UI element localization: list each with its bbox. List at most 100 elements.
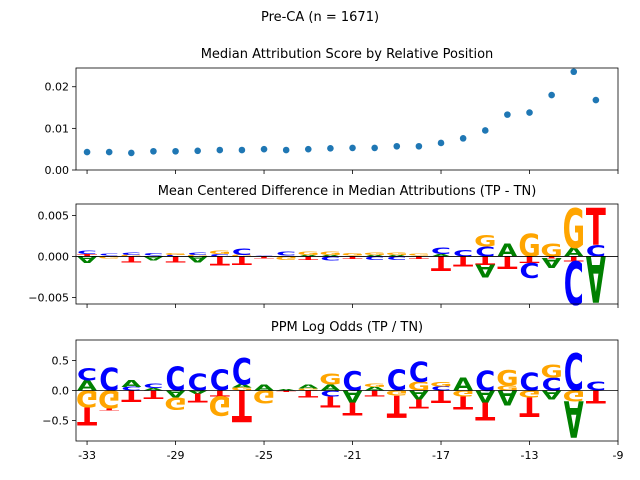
svg-text:A: A xyxy=(365,386,386,392)
svg-text:G: G xyxy=(363,252,385,256)
data-point xyxy=(548,91,555,99)
data-point xyxy=(260,145,268,153)
svg-text:A: A xyxy=(542,387,562,402)
svg-text:T: T xyxy=(298,388,318,399)
logo-letter-C: C xyxy=(188,252,208,256)
svg-text:A: A xyxy=(497,240,518,261)
logo-letter-T: T xyxy=(276,390,297,392)
y-tick-label: −0.5 xyxy=(42,415,69,428)
logo-letter-G: G xyxy=(76,385,98,412)
logo-letter-G: G xyxy=(408,379,430,394)
svg-text:G: G xyxy=(297,388,319,391)
logo-letter-C: C xyxy=(166,254,186,257)
logo-letter-C: C xyxy=(254,255,274,256)
logo-letter-T: T xyxy=(210,388,230,398)
logo-letter-T: T xyxy=(166,254,186,263)
data-point xyxy=(194,147,201,155)
logo-letter-C: C xyxy=(210,364,230,398)
axes-frame xyxy=(75,339,619,442)
logo-letter-C: C xyxy=(121,252,141,256)
logo-letter-G: G xyxy=(452,388,474,398)
svg-text:G: G xyxy=(231,387,253,392)
logo-letter-C: C xyxy=(320,388,340,398)
logo-letter-C: C xyxy=(77,366,97,385)
logo-letter-G: G xyxy=(319,372,341,389)
logo-letter-A: A xyxy=(409,387,429,402)
logo-letter-A: A xyxy=(143,255,164,261)
svg-text:G: G xyxy=(76,385,98,412)
svg-text:C: C xyxy=(409,358,429,389)
svg-text:G: G xyxy=(430,381,452,388)
logo-letter-G: G xyxy=(186,254,208,257)
svg-text:T: T xyxy=(77,401,98,429)
logo-letter-G: G xyxy=(496,366,518,391)
logo-letter-A: A xyxy=(254,383,274,393)
logo-letter-A: A xyxy=(143,388,164,392)
svg-text:A: A xyxy=(188,389,209,394)
svg-text:C: C xyxy=(143,253,163,257)
svg-text:T: T xyxy=(431,386,452,405)
svg-text:G: G xyxy=(341,253,363,257)
logo-letter-C: C xyxy=(99,362,119,398)
svg-text:A: A xyxy=(166,388,187,400)
logo-letter-T: T xyxy=(210,253,231,267)
y-tick-label: 0.0 xyxy=(52,385,70,398)
logo-letter-G: G xyxy=(164,253,186,256)
logo-letter-A: A xyxy=(431,254,452,258)
svg-text:T: T xyxy=(121,386,141,405)
logo-letter-T: T xyxy=(520,254,540,264)
svg-text:G: G xyxy=(231,254,253,257)
svg-text:C: C xyxy=(520,258,540,282)
logo-letter-T: T xyxy=(453,392,473,414)
data-point xyxy=(327,145,334,152)
panel-title: Median Attribution Score by Relative Pos… xyxy=(201,47,494,62)
y-tick-label: 0.02 xyxy=(45,81,70,94)
x-tick-label: -21 xyxy=(344,449,362,462)
svg-text:G: G xyxy=(253,386,275,406)
svg-text:C: C xyxy=(77,366,97,385)
svg-text:T: T xyxy=(475,396,496,424)
logo-letter-T: T xyxy=(232,253,252,266)
logo-letter-G: G xyxy=(319,251,341,256)
logo-letter-G: G xyxy=(231,254,253,257)
svg-text:C: C xyxy=(520,369,540,398)
svg-text:G: G xyxy=(164,393,186,412)
svg-text:G: G xyxy=(518,228,540,264)
svg-text:T: T xyxy=(77,253,98,257)
data-point xyxy=(83,148,91,156)
data-point xyxy=(459,135,467,142)
logo-letter-C: C xyxy=(232,246,252,257)
log-odds-logo-panel: PPM Log Odds (TP / TN)0.50.0−0.5ACGTCGTC… xyxy=(42,320,623,462)
svg-text:A: A xyxy=(564,389,584,447)
logo-letter-T: T xyxy=(475,396,496,424)
logo-letter-C: C xyxy=(276,251,296,258)
logo-letter-G: G xyxy=(253,386,275,406)
logo-letter-G: G xyxy=(518,228,540,264)
svg-text:C: C xyxy=(387,255,407,260)
logo-letter-C: C xyxy=(99,254,119,257)
logo-letter-C: C xyxy=(409,358,429,389)
svg-text:C: C xyxy=(166,361,186,399)
x-tick-label: -33 xyxy=(78,449,96,462)
logo-letter-G: G xyxy=(297,251,319,256)
data-point xyxy=(504,111,511,118)
logo-letter-G: G xyxy=(98,256,120,259)
svg-text:C: C xyxy=(365,255,385,260)
svg-text:T: T xyxy=(409,396,430,410)
svg-text:G: G xyxy=(98,384,120,413)
attribution-logo-panel: Mean Centered Difference in Median Attri… xyxy=(28,184,619,317)
x-tick-label: -17 xyxy=(432,449,450,462)
logo-letter-A: A xyxy=(188,389,209,394)
logo-letter-C: C xyxy=(564,247,584,316)
svg-text:T: T xyxy=(365,388,385,398)
svg-text:C: C xyxy=(121,252,141,256)
svg-text:T: T xyxy=(298,255,319,260)
logo-letter-T: T xyxy=(99,408,120,411)
logo-letter-A: A xyxy=(121,378,142,390)
svg-text:T: T xyxy=(431,252,451,274)
logo-letter-C: C xyxy=(453,248,473,259)
svg-text:T: T xyxy=(99,408,120,411)
logo-letter-T: T xyxy=(77,253,98,257)
logo-letter-A: A xyxy=(298,384,319,390)
